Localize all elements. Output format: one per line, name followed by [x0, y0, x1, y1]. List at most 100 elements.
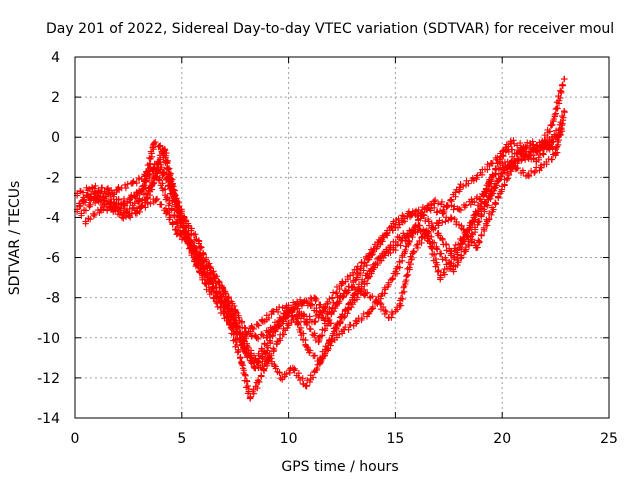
data-point: [539, 142, 546, 149]
data-point: [185, 238, 192, 245]
data-point: [210, 274, 218, 281]
data-point: [349, 284, 356, 291]
y-tick-label: -2: [46, 170, 60, 186]
data-point: [135, 198, 143, 205]
data-point: [97, 206, 104, 213]
data-point: [138, 204, 145, 211]
data-point: [411, 226, 418, 233]
data-point: [259, 318, 267, 325]
x-axis-ticks: 0 5 10 15 20 25: [71, 57, 618, 447]
data-point: [473, 244, 480, 251]
data-point: [484, 218, 491, 225]
data-point: [449, 266, 457, 273]
data-point: [340, 326, 348, 333]
data-point: [319, 314, 326, 321]
data-point: [125, 212, 132, 219]
data-point: [447, 214, 455, 221]
data-point: [338, 280, 346, 287]
data-point: [437, 274, 444, 281]
data-point: [345, 306, 352, 313]
data-point: [88, 184, 96, 191]
data-point: [424, 230, 431, 237]
series-track-5: [73, 107, 568, 390]
data-point: [430, 198, 438, 205]
data-point: [415, 222, 423, 229]
data-point: [537, 164, 544, 171]
data-point: [242, 328, 250, 335]
data-point: [140, 186, 147, 193]
data-point: [110, 200, 117, 207]
data-point: [161, 146, 168, 153]
data-point: [409, 250, 416, 257]
data-point: [293, 298, 301, 305]
data-point: [396, 234, 403, 241]
y-axis-ticks: 4 2 0 -2 -4 -6 -8 -10 -12 -14: [37, 50, 609, 427]
data-point: [293, 318, 301, 325]
data-point: [232, 306, 239, 313]
y-tick-label: 4: [51, 50, 60, 66]
data-series: [73, 75, 568, 402]
data-point: [311, 294, 318, 301]
data-point: [142, 172, 149, 179]
series-track-2: [76, 75, 568, 366]
data-point: [212, 288, 220, 295]
data-point: [533, 148, 540, 155]
data-point: [426, 238, 433, 245]
data-point: [163, 194, 171, 201]
data-point: [268, 326, 275, 333]
data-point: [336, 294, 344, 301]
data-point: [163, 208, 171, 215]
data-point: [225, 318, 232, 325]
data-point: [129, 180, 136, 187]
data-point: [462, 246, 470, 253]
data-point: [496, 190, 504, 197]
data-point: [545, 138, 553, 145]
data-point: [323, 300, 331, 307]
x-tick-label: 25: [600, 431, 618, 447]
x-tick-label: 15: [386, 431, 404, 447]
data-point: [323, 310, 331, 317]
data-point: [366, 308, 373, 315]
data-point: [80, 194, 87, 201]
data-point: [447, 250, 455, 257]
data-point: [499, 160, 506, 167]
data-point: [533, 158, 540, 165]
x-axis-label: GPS time / hours: [281, 459, 398, 475]
x-tick-label: 10: [280, 431, 298, 447]
grid-lines: [75, 57, 609, 418]
data-point: [526, 140, 534, 147]
data-point: [560, 107, 568, 115]
data-point: [246, 394, 254, 402]
data-point: [434, 230, 442, 237]
series-track-6: [80, 138, 559, 343]
data-point: [255, 364, 262, 372]
y-tick-label: -12: [37, 371, 60, 387]
data-point: [150, 140, 158, 147]
data-point: [266, 354, 273, 362]
chart-title: Day 201 of 2022, Sidereal Day-to-day VTE…: [46, 21, 614, 37]
data-point: [78, 210, 85, 217]
y-tick-label: -10: [37, 331, 60, 347]
data-point: [456, 206, 463, 213]
data-point: [385, 314, 393, 321]
data-point: [325, 338, 333, 345]
data-point: [302, 382, 309, 390]
data-point: [82, 218, 89, 225]
data-point: [358, 288, 365, 295]
data-point: [244, 344, 252, 352]
data-point: [486, 178, 493, 185]
data-point: [174, 230, 181, 237]
data-point: [152, 196, 160, 203]
y-tick-label: -4: [46, 210, 60, 226]
data-point: [392, 270, 399, 277]
data-point: [332, 324, 339, 331]
y-tick-label: -14: [37, 411, 60, 427]
data-point: [434, 220, 442, 227]
y-tick-label: -6: [46, 251, 60, 267]
data-point: [366, 254, 373, 261]
data-point: [353, 266, 361, 273]
y-tick-label: 0: [51, 130, 60, 146]
data-point: [148, 182, 156, 189]
data-point: [460, 238, 467, 245]
data-point: [552, 146, 559, 153]
